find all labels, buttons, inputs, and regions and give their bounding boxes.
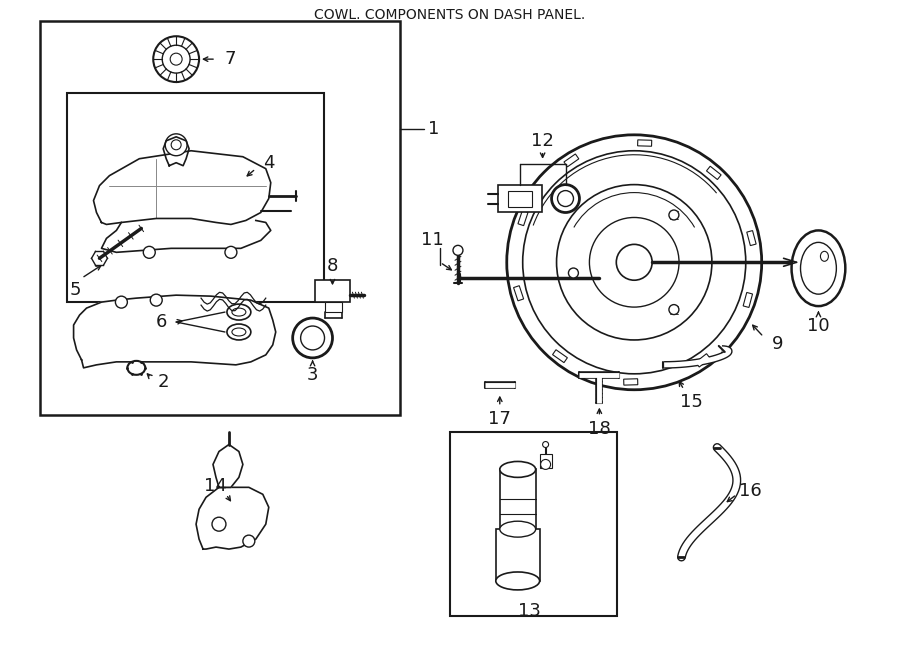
Bar — [450, 432, 617, 616]
Ellipse shape — [800, 243, 836, 294]
Text: 2: 2 — [158, 373, 169, 391]
Bar — [498, 184, 542, 212]
Ellipse shape — [792, 231, 845, 306]
Text: 8: 8 — [327, 257, 338, 275]
Polygon shape — [743, 292, 752, 307]
Polygon shape — [624, 379, 638, 385]
Bar — [496, 529, 540, 581]
Circle shape — [590, 217, 679, 307]
Bar — [325, 302, 343, 312]
Polygon shape — [514, 286, 524, 301]
Circle shape — [557, 190, 573, 206]
Text: 10: 10 — [807, 317, 830, 335]
Bar — [500, 469, 536, 529]
Text: 15: 15 — [680, 393, 702, 410]
Ellipse shape — [821, 251, 828, 261]
Bar — [540, 455, 552, 469]
Text: 13: 13 — [518, 602, 541, 620]
Text: 7: 7 — [224, 50, 236, 68]
Polygon shape — [94, 151, 271, 225]
Circle shape — [523, 151, 746, 374]
Ellipse shape — [128, 361, 145, 375]
Text: 9: 9 — [772, 335, 783, 353]
Ellipse shape — [227, 304, 251, 320]
Text: 3: 3 — [307, 366, 319, 384]
Bar — [67, 93, 323, 302]
Polygon shape — [196, 487, 269, 549]
Polygon shape — [564, 154, 579, 167]
Bar — [40, 21, 400, 414]
Text: 16: 16 — [740, 483, 762, 500]
Polygon shape — [553, 350, 567, 363]
Text: 5: 5 — [70, 281, 81, 299]
Circle shape — [569, 268, 579, 278]
Polygon shape — [706, 166, 721, 180]
Bar — [315, 280, 350, 302]
Bar — [508, 190, 532, 206]
Circle shape — [170, 53, 182, 65]
Circle shape — [243, 535, 255, 547]
Circle shape — [541, 459, 551, 469]
Circle shape — [292, 318, 332, 358]
Polygon shape — [518, 210, 528, 225]
Text: 6: 6 — [156, 313, 166, 331]
Circle shape — [301, 326, 325, 350]
Ellipse shape — [232, 328, 246, 336]
Polygon shape — [637, 140, 652, 146]
Circle shape — [153, 36, 199, 82]
Circle shape — [166, 134, 187, 156]
Text: 12: 12 — [531, 132, 554, 150]
Circle shape — [453, 245, 463, 255]
Text: 17: 17 — [489, 410, 511, 428]
Circle shape — [171, 140, 181, 150]
Text: COWL. COMPONENTS ON DASH PANEL.: COWL. COMPONENTS ON DASH PANEL. — [314, 9, 586, 22]
Circle shape — [150, 294, 162, 306]
Circle shape — [162, 45, 190, 73]
Circle shape — [212, 517, 226, 531]
Circle shape — [552, 184, 580, 212]
Circle shape — [669, 305, 679, 315]
Text: 4: 4 — [263, 154, 274, 172]
Polygon shape — [747, 231, 756, 246]
Circle shape — [543, 442, 549, 447]
Text: 1: 1 — [428, 120, 440, 138]
Text: 14: 14 — [203, 477, 227, 495]
Circle shape — [507, 135, 761, 390]
Polygon shape — [213, 444, 243, 487]
Circle shape — [115, 296, 128, 308]
Polygon shape — [74, 295, 275, 368]
Circle shape — [669, 210, 679, 220]
Text: 18: 18 — [588, 420, 611, 438]
Ellipse shape — [496, 572, 540, 590]
Ellipse shape — [227, 324, 251, 340]
Circle shape — [143, 247, 155, 258]
Circle shape — [616, 245, 652, 280]
Circle shape — [556, 184, 712, 340]
Ellipse shape — [500, 521, 536, 537]
Polygon shape — [696, 354, 710, 367]
Circle shape — [225, 247, 237, 258]
Text: 11: 11 — [420, 231, 444, 249]
Ellipse shape — [500, 461, 536, 477]
Ellipse shape — [232, 308, 246, 316]
